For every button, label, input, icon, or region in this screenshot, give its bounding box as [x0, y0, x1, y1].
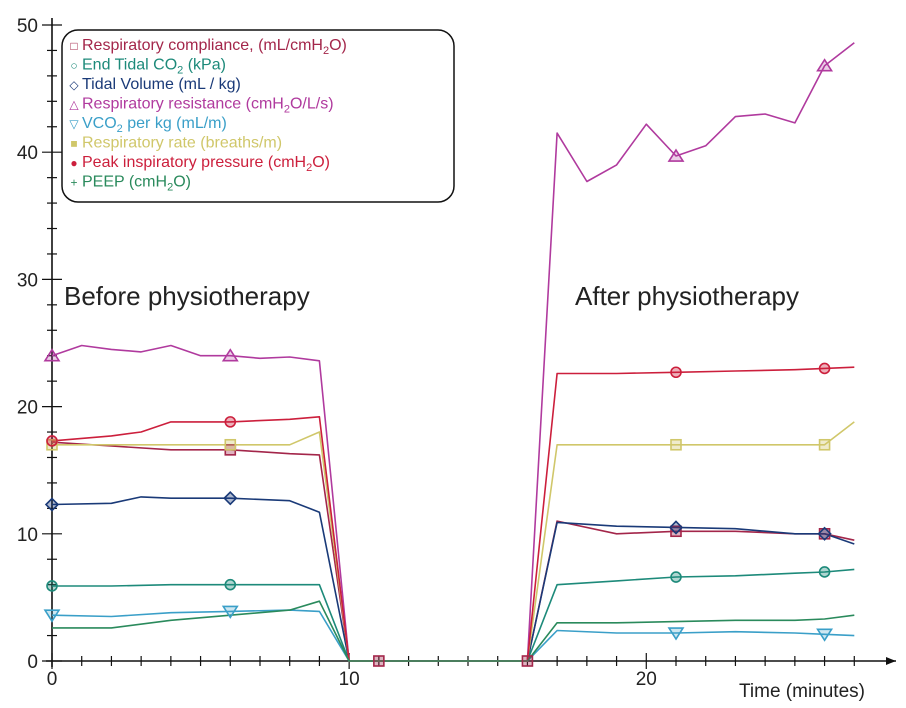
series-line-2 [52, 568, 855, 662]
series-lines [51, 42, 855, 662]
legend-symbol-7: ● [70, 156, 77, 170]
series-marker-3 [44, 497, 60, 512]
series-line-6 [52, 421, 855, 662]
series-marker-5 [667, 627, 685, 641]
legend-text-main: Respiratory resistance (cmH [82, 96, 284, 113]
series-line-5 [51, 609, 855, 662]
series-marker-5 [221, 605, 239, 619]
legend-text-main: PEEP (cmH [82, 174, 167, 191]
legend-text-main: Peak inspiratory pressure (cmH [82, 154, 306, 171]
series-marker-4 [816, 58, 834, 72]
x-axis-arrow [886, 657, 896, 665]
legend-text-tail: O) [173, 174, 191, 191]
legend-item-7: Peak inspiratory pressure (cmH2O) [82, 154, 330, 174]
series-line-1 [51, 441, 855, 662]
x-tick-label: 20 [636, 669, 657, 690]
legend-text-tail: per kg (mL/m) [123, 115, 227, 132]
series-marker-7 [818, 362, 831, 375]
series-marker-4 [43, 348, 61, 362]
legend-text-main: VCO [82, 115, 117, 132]
series-line-7 [51, 366, 855, 662]
series-marker-6 [46, 438, 58, 451]
legend-text-subscript: 2 [323, 45, 329, 57]
axes: 0 10 20 0 10 20 30 40 50 [17, 16, 896, 690]
series-markers [43, 58, 834, 667]
series-marker-6 [818, 438, 831, 451]
y-tick-label: 30 [17, 270, 38, 291]
legend-text-tail: O/L/s) [290, 96, 334, 113]
series-marker-4 [667, 148, 685, 162]
legend: □ Respiratory compliance, (mL/cmH2O)○ End … [61, 29, 455, 203]
legend-text-tail: O) [312, 154, 330, 171]
x-tick-label: 10 [339, 669, 360, 690]
series-marker-3 [668, 520, 684, 535]
legend-text-main: Respiratory rate (breaths/m) [82, 135, 282, 152]
series-marker-2 [670, 571, 682, 583]
legend-item-1: Respiratory compliance, (mL/cmH2O) [82, 37, 347, 57]
legend-symbol-2: ○ [70, 59, 77, 73]
legend-text-main: End Tidal CO [82, 57, 177, 74]
series-line-3 [51, 496, 855, 662]
series-marker-3 [817, 526, 832, 541]
legend-text-main: Tidal Volume (mL / kg) [82, 76, 241, 93]
legend-text-subscript: 2 [117, 123, 123, 135]
legend-text-tail: (kPa) [183, 57, 226, 74]
legend-text-subscript: 2 [167, 182, 173, 194]
legend-symbol-4: △ [69, 98, 79, 112]
legend-item-2: End Tidal CO2 (kPa) [82, 57, 226, 77]
series-marker-5 [816, 628, 834, 642]
legend-symbol-8: + [70, 176, 77, 190]
y-tick-label: 0 [27, 652, 38, 673]
y-tick-label: 10 [17, 525, 38, 546]
series-marker-6 [670, 438, 682, 451]
series-marker-4 [221, 348, 239, 362]
series-marker-2 [46, 580, 58, 592]
series-marker-3 [223, 491, 238, 506]
baseline-marker [521, 655, 534, 667]
x-axis-label: Time (minutes) [739, 681, 865, 702]
series-marker-1 [670, 525, 682, 538]
legend-item-8: PEEP (cmH2O) [82, 174, 191, 194]
baseline-marker [373, 655, 385, 667]
series-line-8 [52, 600, 855, 662]
chart-text: Before physiotherapy After physiotherapy… [64, 281, 865, 702]
legend-item-6: Respiratory rate (breaths/m) [82, 135, 282, 152]
series-marker-7 [224, 416, 237, 428]
legend-symbol-6: ■ [70, 137, 77, 151]
legend-text-subscript: 2 [306, 162, 312, 174]
x-tick-label: 0 [47, 669, 58, 690]
legend-symbol-1: □ [70, 39, 77, 53]
series-marker-2 [224, 578, 237, 591]
legend-text-subscript: 2 [284, 104, 290, 116]
series-marker-7 [46, 435, 58, 447]
series-marker-5 [43, 609, 61, 623]
legend-item-3: Tidal Volume (mL / kg) [82, 76, 241, 93]
legend-item-4: Respiratory resistance (cmH2O/L/s) [82, 96, 334, 116]
legend-item-5: VCO2 per kg (mL/m) [82, 115, 227, 135]
legend-text-subscript: 2 [177, 65, 183, 77]
y-tick-label: 20 [17, 398, 38, 419]
legend-text-main: Respiratory compliance, (mL/cmH [82, 37, 323, 54]
series-marker-6 [224, 438, 237, 451]
y-tick-label: 50 [17, 16, 38, 37]
series-marker-7 [670, 366, 682, 379]
legend-symbol-5: ▽ [69, 117, 79, 131]
y-tick-label: 40 [17, 143, 38, 164]
legend-text-tail: O) [329, 37, 347, 54]
series-marker-2 [818, 566, 831, 578]
annotation-before: Before physiotherapy [64, 281, 310, 311]
legend-symbol-3: ◇ [69, 78, 79, 92]
legend-box [61, 29, 455, 203]
annotation-after: After physiotherapy [575, 281, 799, 311]
